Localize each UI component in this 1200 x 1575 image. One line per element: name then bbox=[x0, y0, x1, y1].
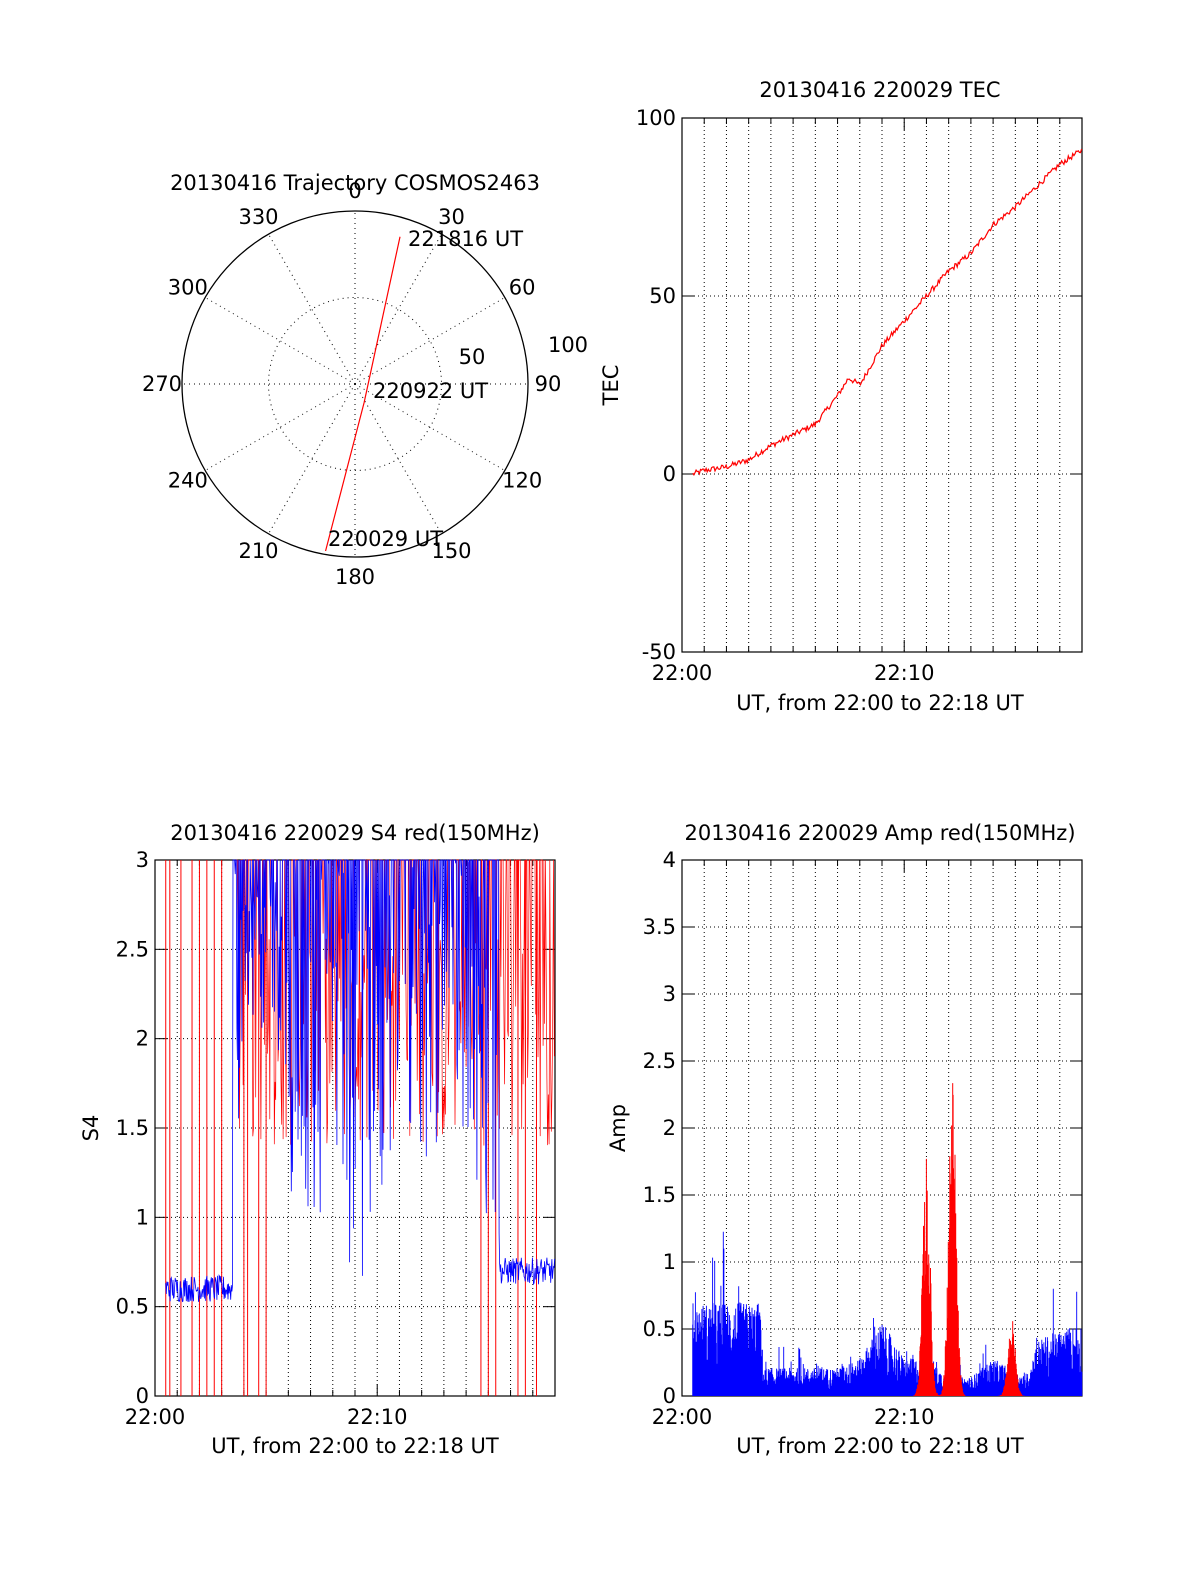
polar-outer-circle bbox=[181, 210, 529, 558]
polar-spoke bbox=[354, 233, 442, 385]
x-tick-label: 22:10 bbox=[347, 1405, 408, 1429]
polar-angle-label: 90 bbox=[535, 372, 562, 396]
polar-angle-label: 210 bbox=[238, 539, 278, 563]
x-tick-label: 22:00 bbox=[652, 1405, 713, 1429]
y-tick-label: 2 bbox=[136, 1027, 149, 1051]
trajectory-label-mid: 220922 UT bbox=[373, 379, 488, 403]
y-tick-label: 0 bbox=[136, 1384, 149, 1408]
polar-angle-label: 300 bbox=[168, 276, 208, 300]
x-tick-label: 22:00 bbox=[125, 1405, 186, 1429]
y-tick-label: 1.5 bbox=[116, 1116, 149, 1140]
polar-angle-label: 60 bbox=[509, 276, 536, 300]
x-tick-label: 22:10 bbox=[874, 1405, 935, 1429]
s4-title: 20130416 220029 S4 red(150MHz) bbox=[170, 821, 540, 845]
trajectory-label-start: 220029 UT bbox=[328, 527, 443, 551]
amp-xlabel: UT, from 22:00 to 22:18 UT bbox=[736, 1434, 1024, 1458]
y-tick-label: 3.5 bbox=[643, 915, 676, 939]
polar-spoke bbox=[204, 297, 356, 385]
y-tick-label: 0.5 bbox=[643, 1317, 676, 1341]
polar-spoke bbox=[204, 383, 356, 471]
amp-chart: 20130416 220029 Amp red(150MHz) UT, from… bbox=[606, 821, 1083, 1458]
y-tick-label: 1 bbox=[663, 1250, 676, 1274]
y-tick-label: 50 bbox=[649, 284, 676, 308]
tec-ylabel: TEC bbox=[599, 365, 623, 407]
amp-red-peak bbox=[998, 1321, 1026, 1396]
y-tick-label: -50 bbox=[642, 640, 676, 664]
trajectory-label-end: 221816 UT bbox=[408, 227, 523, 251]
y-tick-label: 0.5 bbox=[116, 1295, 149, 1319]
polar-spoke bbox=[268, 233, 356, 385]
polar-angle-label: 270 bbox=[142, 372, 182, 396]
polar-angle-label: 30 bbox=[438, 205, 465, 229]
tec-title: 20130416 220029 TEC bbox=[759, 78, 1000, 102]
y-tick-label: 4 bbox=[663, 848, 676, 872]
polar-angle-label: 120 bbox=[502, 469, 542, 493]
tec-series-line bbox=[692, 148, 1083, 476]
s4-ylabel: S4 bbox=[79, 1115, 103, 1142]
x-tick-label: 22:00 bbox=[652, 661, 713, 685]
amp-blue-series bbox=[692, 1231, 1083, 1396]
y-tick-label: 2 bbox=[663, 1116, 676, 1140]
amp-ylabel: Amp bbox=[606, 1104, 630, 1152]
s4-chart: 20130416 220029 S4 red(150MHz) UT, from … bbox=[79, 821, 556, 1458]
s4-blue-series bbox=[165, 859, 555, 1303]
trajectory-line bbox=[324, 236, 401, 552]
y-tick-label: 1.5 bbox=[643, 1183, 676, 1207]
s4-red-series bbox=[236, 859, 555, 1146]
polar-trajectory-chart: 20130416 Trajectory COSMOS2463 0 30 60 90 12… bbox=[142, 171, 588, 589]
polar-angle-label: 0 bbox=[348, 179, 361, 203]
x-tick-label: 22:10 bbox=[874, 661, 935, 685]
polar-title: 20130416 Trajectory COSMOS2463 bbox=[170, 171, 540, 195]
polar-angle-label: 150 bbox=[431, 539, 471, 563]
y-tick-label: 2.5 bbox=[643, 1049, 676, 1073]
y-tick-label: 3 bbox=[663, 982, 676, 1006]
s4-xlabel: UT, from 22:00 to 22:18 UT bbox=[211, 1434, 499, 1458]
y-tick-label: 0 bbox=[663, 462, 676, 486]
y-tick-label: 0 bbox=[663, 1384, 676, 1408]
polar-angle-label: 240 bbox=[168, 469, 208, 493]
polar-angle-label: 180 bbox=[335, 565, 375, 589]
amp-title: 20130416 220029 Amp red(150MHz) bbox=[684, 821, 1075, 845]
amp-red-peak bbox=[938, 1083, 966, 1396]
y-tick-label: 3 bbox=[136, 848, 149, 872]
polar-grid-circle bbox=[268, 297, 442, 471]
polar-radius-label: 50 bbox=[459, 345, 486, 369]
y-tick-label: 100 bbox=[636, 106, 676, 130]
y-tick-label: 2.5 bbox=[116, 937, 149, 961]
amp-red-peak bbox=[913, 1158, 940, 1396]
polar-radius-label: 100 bbox=[548, 333, 588, 357]
polar-angle-label: 330 bbox=[238, 205, 278, 229]
tec-chart: 20130416 220029 TEC UT, from 22:00 to 22… bbox=[599, 78, 1083, 715]
tec-xlabel: UT, from 22:00 to 22:18 UT bbox=[736, 691, 1024, 715]
y-tick-label: 1 bbox=[136, 1205, 149, 1229]
